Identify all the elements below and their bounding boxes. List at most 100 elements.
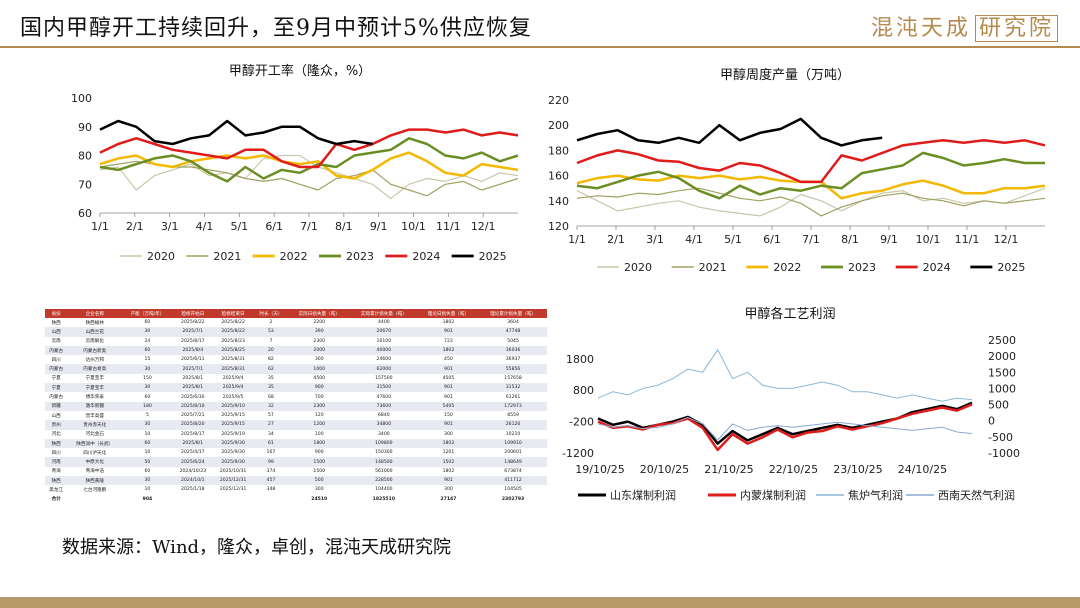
- y-left-tick-label: 800: [573, 384, 594, 397]
- table-cell: 宁夏宝丰: [67, 383, 123, 393]
- table-row: 内蒙古 内蒙古新奥 60 2025/8/4 2025/8/25 20 2000 40000 18…: [45, 345, 547, 356]
- table-cell: 2025/8/10: [172, 401, 213, 411]
- table-cell: 32: [253, 401, 289, 411]
- legend-label-山东煤制利润: 山东煤制利润: [610, 488, 676, 502]
- table-cell: 2025/8/1: [172, 383, 213, 393]
- table-cell: 5045: [507, 338, 519, 344]
- table-cell: 55856: [479, 364, 547, 374]
- table-cell: 中原大化: [67, 457, 123, 467]
- series-line-西南天然气利润: [597, 417, 973, 441]
- table-cell: 河北: [51, 432, 61, 438]
- table-cell: 1802: [442, 320, 455, 326]
- table-cell: 15: [144, 357, 151, 363]
- table-cell: 合计: [45, 494, 68, 504]
- table-cell: 2024/10/23: [179, 468, 207, 474]
- table-cell: 700: [314, 394, 324, 400]
- x-tick-label: 11/1: [955, 233, 980, 246]
- table-cell: 34: [267, 431, 274, 437]
- table-cell: 2025/6/11: [181, 357, 205, 363]
- legend-label-焦炉气利润: 焦炉气利润: [848, 488, 903, 502]
- table-cell: 561000: [375, 468, 393, 474]
- table-row: 陕西 陕西榆林 60 2025/8/22 2025/8/22 2 2200 4400 1802 3…: [45, 318, 547, 327]
- table-cell: 34800: [349, 420, 418, 430]
- table-cell: 26126: [479, 420, 547, 430]
- table-cell: 27147: [417, 494, 480, 504]
- table-cell: 35: [267, 375, 274, 381]
- table-cell: 172973: [479, 401, 547, 411]
- y-tick-label: 180: [548, 144, 569, 157]
- table-cell: 2025/12/31: [212, 476, 254, 486]
- table-header-cell: 时长（天）: [253, 309, 289, 318]
- table-cell: 山西: [51, 413, 61, 419]
- table-cell: 61: [253, 438, 289, 449]
- table-cell: 陕西榆林: [85, 320, 104, 326]
- table-row: 陕西 陕西黄陵 30 2024/10/1 2025/12/31 457 500 228500 9…: [45, 476, 547, 486]
- table-header-cell: 检修结束日: [212, 309, 254, 318]
- series-line-2025: [99, 119, 373, 146]
- table-cell: 七台河隆鹏: [83, 487, 107, 493]
- table-cell: 四川泸天化: [83, 450, 107, 456]
- table-cell: 2025/8/31: [221, 357, 245, 363]
- table-cell: 2025/6/24: [172, 457, 213, 467]
- table-cell: 4500: [313, 375, 326, 381]
- y-right-tick-label: 500: [988, 399, 1009, 412]
- table-cell: 904: [122, 494, 173, 504]
- table-row: 黑龙江 七台河隆鹏 10 2025/1/18 2025/12/31 348 300 10440…: [45, 485, 547, 494]
- table-cell: 2025/8/20: [172, 420, 213, 430]
- x-tick-label: 6/1: [265, 220, 283, 233]
- x-tick-label: 12/1: [994, 233, 1019, 246]
- table-cell: 20670: [349, 327, 418, 337]
- table-cell: 2025/8/22: [221, 320, 245, 326]
- table-cell: 宁夏宝丰: [85, 376, 104, 382]
- table-cell: 2025/8/4: [172, 345, 213, 356]
- x-tick-label: 9/1: [880, 233, 898, 246]
- table-cell: 河北金石: [85, 432, 104, 438]
- table-cell: 2025/8/22: [181, 320, 205, 326]
- table-cell: 贵州: [45, 420, 68, 430]
- process-profit-chart: 甲醇各工艺利润 -1200 -200 800 1800 -1000 -500 0 500 1000…: [562, 306, 1020, 502]
- table-cell: 2025/9/30: [212, 457, 254, 467]
- table-cell: 109800: [349, 438, 418, 449]
- x-tick-label: 10/1: [916, 233, 941, 246]
- table-cell: 博华荣泰: [85, 395, 104, 401]
- table-cell: 120: [314, 413, 324, 419]
- legend-label-2025: 2025: [479, 250, 507, 263]
- x-tick-label: 22/10/25: [769, 463, 818, 476]
- x-tick-label: 4/1: [196, 220, 214, 233]
- series-line-焦炉气利润: [597, 349, 973, 402]
- utilization-rate-chart: 甲醇开工率（隆众，%） 60 70 80 90 100 1/1 2/1 3/1 4/1 5/1 6/1…: [71, 63, 519, 263]
- legend-label-2020: 2020: [147, 250, 175, 263]
- table-header-cell: 省份: [45, 309, 68, 318]
- series-line-内蒙煤制利润: [597, 403, 973, 452]
- table-cell: 陕西润中（长武）: [67, 438, 123, 449]
- table-cell: 1200: [288, 420, 350, 430]
- table-cell: 180: [122, 401, 173, 411]
- x-tick-label: 24/10/25: [898, 463, 947, 476]
- chart-title: 甲醇各工艺利润: [744, 306, 835, 322]
- table-cell: 100: [314, 431, 324, 437]
- table-cell: 36937: [505, 357, 521, 363]
- data-source-note: 数据来源：Wind，隆众，卓创，混沌天成研究院: [62, 537, 452, 558]
- table-cell: 148649: [479, 457, 547, 467]
- table-cell: 60: [144, 468, 151, 474]
- x-tick-label: 12/1: [471, 220, 496, 233]
- table-cell: 4505: [442, 375, 455, 381]
- table-cell: 2025/8/17: [181, 431, 205, 437]
- table-cell: 云南: [51, 339, 61, 345]
- table-cell: 157658: [504, 375, 522, 381]
- table-row: 四川 四川泸天化 10 2025/4/17 2025/9/30 167 900 150300 1…: [45, 448, 547, 457]
- x-tick-label: 3/1: [646, 233, 664, 246]
- table-cell: 167: [266, 450, 276, 456]
- table-cell: 贵州赤天化: [67, 420, 123, 430]
- table-cell: 60: [122, 438, 173, 449]
- table-cell: 30: [122, 476, 173, 486]
- table-cell: 157500: [375, 375, 393, 381]
- x-tick-label: 10/1: [401, 220, 426, 233]
- table-row: 青海 青海中浩 60 2024/10/23 2025/10/31 374 1500 56100…: [45, 467, 547, 476]
- table-cell: 60: [144, 394, 151, 400]
- table-cell: 35: [253, 383, 289, 393]
- table-cell: 900: [314, 450, 324, 456]
- table-cell: 150: [143, 375, 152, 381]
- x-tick-label: 5/1: [230, 220, 248, 233]
- table-cell: 2025/8/25: [212, 345, 254, 356]
